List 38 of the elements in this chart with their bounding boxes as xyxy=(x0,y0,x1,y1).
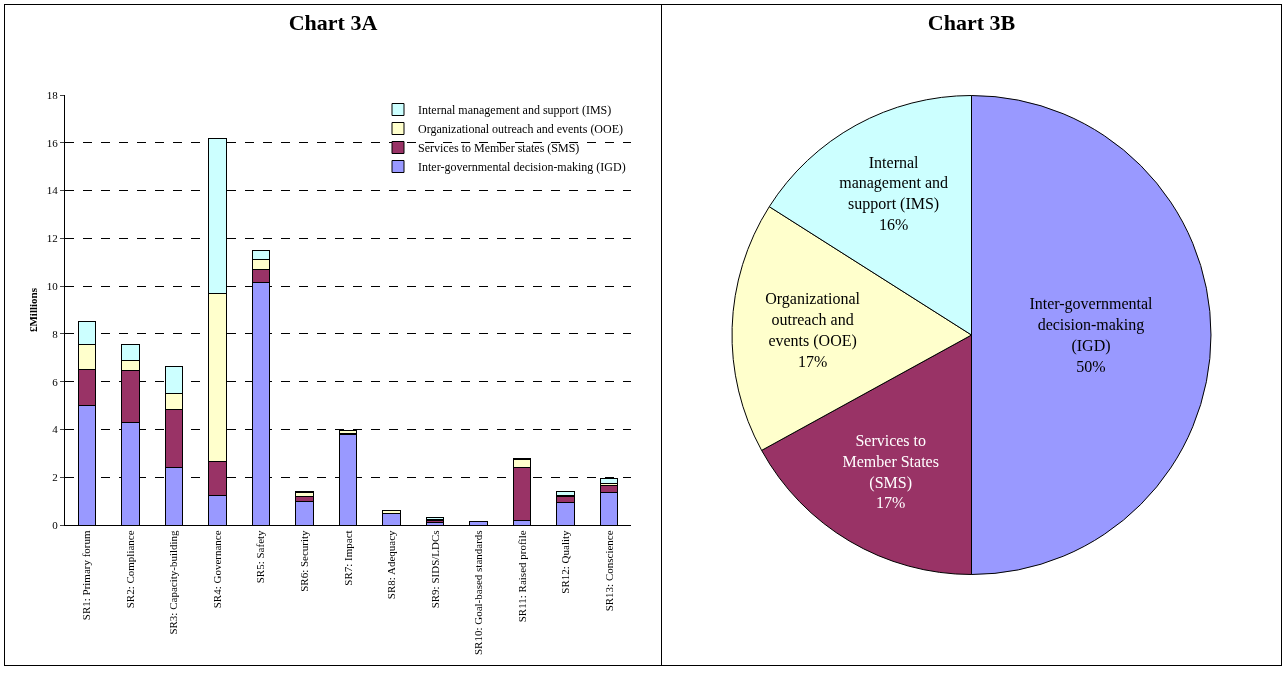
y-tick-label: 0 xyxy=(52,518,59,531)
x-tick-label: SR13: Conscience xyxy=(602,530,615,612)
slice-label: Organizational outreach and events (OOE) xyxy=(765,290,861,350)
x-tick-label: SR11: Raised profile xyxy=(515,530,528,623)
x-tick-label: SR3: Capacity-building xyxy=(167,529,180,635)
y-tick-label: 14 xyxy=(46,184,59,197)
slice-label: Services to Member States (SMS) xyxy=(842,431,939,492)
x-tick-label: SR4: Governance xyxy=(210,530,223,609)
y-tick-label: 4 xyxy=(52,423,59,436)
x-tick-label: SR7: Impact xyxy=(341,530,354,586)
legend-label: Organizational outreach and events (OOE) xyxy=(418,122,624,137)
x-tick-label: SR2: Compliance xyxy=(123,530,136,609)
legend-label: Internal management and support (IMS) xyxy=(418,103,612,118)
x-tick-label: SR5: Safety xyxy=(254,529,267,584)
x-tick-label: SR6: Security xyxy=(298,529,311,592)
x-tick-label: SR9: SIDS/LDCs xyxy=(428,530,441,609)
y-axis-title: £Millions xyxy=(27,287,40,333)
data-label: 50% xyxy=(1076,357,1106,375)
data-label: 17% xyxy=(797,352,828,370)
legend-label: Services to Member states (SMS) xyxy=(418,141,580,156)
y-tick-label: 2 xyxy=(52,471,58,484)
y-tick-label: 10 xyxy=(46,279,59,292)
y-tick-label: 6 xyxy=(52,375,59,388)
chart-title: Chart 3B xyxy=(927,10,1016,36)
x-tick-label: SR8: Adequacy xyxy=(385,529,398,600)
data-label: 16% xyxy=(878,216,909,234)
y-tick-label: 16 xyxy=(46,136,59,149)
y-tick-label: 18 xyxy=(46,88,59,101)
y-tick-label: 8 xyxy=(52,327,59,340)
x-tick-label: SR1: Primary forum xyxy=(80,529,93,621)
slice-label: Inter-governmental decision-making (IGD) xyxy=(1029,295,1154,355)
legend-label: Inter-governmental decision-making (IGD) xyxy=(418,160,626,175)
chart-title: Chart 3A xyxy=(288,10,378,36)
x-tick-label: SR12: Quality xyxy=(559,529,572,594)
y-tick-label: 12 xyxy=(46,232,58,245)
data-label: 17% xyxy=(876,494,906,512)
x-tick-label: SR10: Goal-based standards xyxy=(472,530,485,656)
slice-label: Internal management and support (IMS) xyxy=(839,153,949,214)
